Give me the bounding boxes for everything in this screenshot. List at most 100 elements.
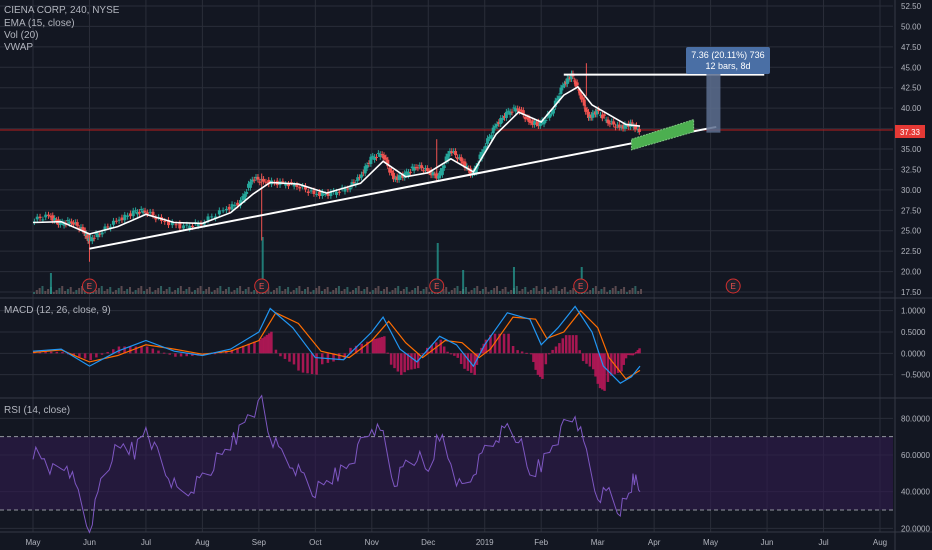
candle-body <box>577 89 581 91</box>
candle-body <box>516 108 520 110</box>
macd-tick-label: 0.0000 <box>901 349 926 358</box>
candle-body <box>262 178 266 182</box>
candle-body <box>81 227 85 231</box>
candle-body <box>49 216 53 218</box>
macd-pane[interactable] <box>32 305 641 391</box>
volume-bar <box>52 292 55 294</box>
volume-bar <box>174 290 177 294</box>
candle-body <box>103 226 107 231</box>
candle-body <box>284 183 288 186</box>
price-tick-label: 52.50 <box>901 2 922 11</box>
volume-bar <box>640 289 643 294</box>
volume-bar <box>120 286 123 294</box>
macd-histogram-bar <box>49 351 53 354</box>
rsi-pane[interactable] <box>0 394 893 534</box>
candle-body <box>292 184 296 187</box>
volume-bar <box>148 287 151 294</box>
volume-bar <box>193 290 196 294</box>
volume-bar <box>301 291 304 294</box>
volume-bar <box>58 288 61 294</box>
candle-body <box>598 114 602 116</box>
candle-body <box>337 191 341 193</box>
volume-bar <box>165 289 168 294</box>
candle-body <box>196 223 200 227</box>
volume-bar <box>304 289 307 294</box>
vwap-legend[interactable]: VWAP <box>4 42 33 53</box>
rsi-band <box>0 436 893 510</box>
candle-body <box>405 171 409 174</box>
rsi-tick-label: 60.0000 <box>901 451 930 460</box>
x-tick-label: Jul <box>818 538 828 547</box>
macd-histogram-bar <box>261 338 264 354</box>
candle-body <box>619 127 623 129</box>
candle-body <box>602 114 606 116</box>
measure-label-line1: 7.36 (20.11%) 736 <box>691 50 764 60</box>
price-tick-label: 50.00 <box>901 22 922 31</box>
candle-body <box>214 216 218 219</box>
candle-body <box>595 109 599 115</box>
macd-histogram-bar <box>83 353 87 359</box>
macd-histogram-bar <box>561 338 565 354</box>
macd-histogram-bar <box>575 335 578 354</box>
candle-body <box>143 210 147 213</box>
candle-body <box>141 210 145 214</box>
candle-body <box>482 149 486 152</box>
rsi-legend[interactable]: RSI (14, close) <box>4 405 70 416</box>
volume-bar <box>563 287 566 294</box>
price-tick-label: 22.50 <box>901 247 922 256</box>
candle-body <box>68 221 72 225</box>
candle-body <box>210 216 214 218</box>
macd-histogram-bar <box>463 353 466 369</box>
macd-histogram-bar <box>378 337 382 354</box>
measure-label[interactable]: 7.36 (20.11%) 736 12 bars, 8d <box>686 47 770 74</box>
candle-body <box>376 152 380 154</box>
macd-histogram-bar <box>525 352 528 354</box>
volume-bar <box>95 290 98 294</box>
candle-body <box>375 156 379 158</box>
candle-body <box>435 173 439 179</box>
ema-legend[interactable]: EMA (15, close) <box>4 18 75 29</box>
volume-bar <box>402 289 405 294</box>
candle-body <box>388 168 392 173</box>
candle-body <box>227 206 231 210</box>
volume-bar <box>589 290 592 294</box>
candle-body <box>254 176 258 179</box>
volume-bar <box>366 287 369 294</box>
volume-bar <box>35 290 38 294</box>
earnings-marker <box>81 278 97 294</box>
macd-histogram-bar <box>456 353 459 358</box>
candle-body <box>463 161 467 168</box>
macd-histogram-bar <box>213 353 217 355</box>
macd-histogram-bar <box>466 353 470 371</box>
candle-body <box>457 157 461 159</box>
candle-body <box>243 193 247 201</box>
volume-bar <box>558 291 561 294</box>
candle-body <box>518 109 522 112</box>
x-tick-label: Jun <box>83 538 96 547</box>
candle-body <box>486 138 490 144</box>
candle-body <box>303 185 307 190</box>
volume-bar <box>55 290 58 294</box>
candle-body <box>536 121 540 127</box>
macd-histogram-bar <box>634 351 638 354</box>
macd-histogram-bar <box>247 343 251 354</box>
candle-body <box>610 121 614 123</box>
macd-histogram-bar <box>270 331 273 354</box>
macd-histogram-bar <box>306 353 309 374</box>
candle-body <box>612 121 616 125</box>
candle-body <box>348 187 352 190</box>
volume-bar <box>244 289 247 294</box>
candle-body <box>459 157 463 162</box>
volume-bar <box>515 286 518 294</box>
candle-body <box>510 111 514 113</box>
volume-bar <box>278 286 281 294</box>
candle-body <box>600 114 604 119</box>
vol-legend[interactable]: Vol (20) <box>4 30 38 41</box>
volume-bar <box>498 291 501 294</box>
candle-body <box>444 156 448 162</box>
symbol-legend[interactable]: CIENA CORP, 240, NYSE <box>4 5 120 16</box>
macd-histogram-bar <box>606 353 610 383</box>
macd-legend[interactable]: MACD (12, 26, close, 9) <box>4 305 111 316</box>
volume-bar <box>439 291 442 294</box>
